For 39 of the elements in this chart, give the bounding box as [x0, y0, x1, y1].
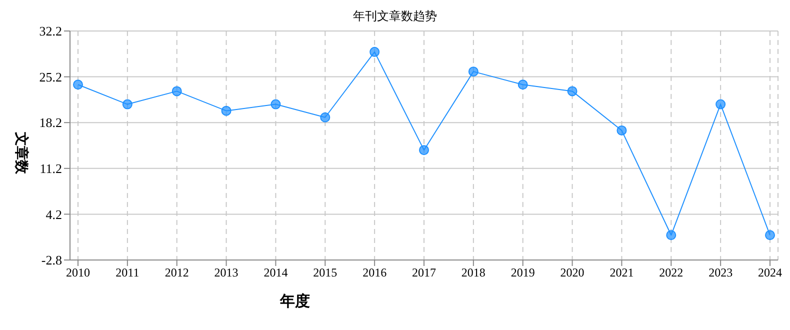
- y-tick-label: 32.2: [39, 24, 62, 39]
- x-tick-label: 2019: [510, 266, 535, 280]
- y-tick-label: -2.8: [41, 252, 62, 268]
- point: [172, 86, 182, 96]
- x-tick-label: 2023: [708, 266, 733, 280]
- x-tick-label: 2020: [560, 266, 584, 280]
- x-tick-label: 2016: [362, 266, 387, 280]
- x-tick-label: 2018: [461, 266, 486, 280]
- point: [122, 99, 132, 110]
- x-tick-label: 2011: [116, 266, 140, 280]
- point: [716, 99, 726, 110]
- x-tick-label: 2021: [610, 266, 634, 280]
- point: [468, 66, 478, 77]
- x-tick-label: 2014: [264, 266, 288, 280]
- x-tick-label: 2015: [313, 266, 338, 280]
- chart-title: 年刊文章数趋势: [352, 8, 438, 25]
- point: [221, 106, 232, 116]
- x-tick-label: 2022: [659, 266, 684, 280]
- x-tick-label: 2024: [758, 266, 782, 280]
- point: [73, 80, 83, 90]
- point: [567, 86, 578, 96]
- point: [320, 112, 330, 122]
- y-tick-label: 25.2: [39, 69, 62, 84]
- point: [518, 80, 528, 90]
- point: [370, 46, 380, 57]
- point: [765, 230, 775, 240]
- x-tick-label: 2010: [66, 266, 90, 280]
- y-tick-label: 11.2: [40, 161, 62, 176]
- x-axis-title: 年度: [280, 292, 310, 311]
- y-tick-label: 4.2: [46, 206, 62, 222]
- x-tick-label: 2017: [412, 266, 436, 280]
- point: [616, 125, 627, 136]
- y-tick-label: 18.2: [39, 115, 62, 130]
- y-axis-title: 文章数: [12, 131, 30, 176]
- x-tick-label: 2013: [214, 266, 238, 280]
- point: [419, 145, 429, 156]
- point: [666, 230, 676, 240]
- point: [270, 99, 281, 110]
- x-tick-label: 2012: [164, 266, 189, 280]
